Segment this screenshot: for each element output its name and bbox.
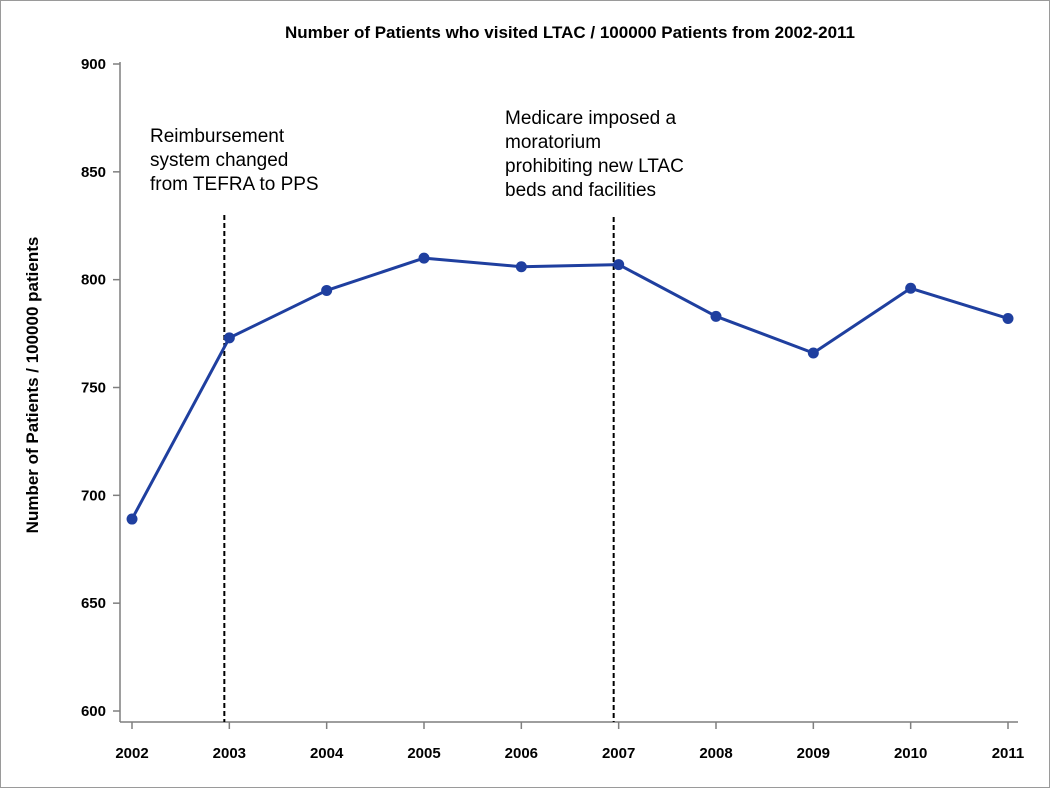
data-series bbox=[126, 252, 1014, 525]
annotation-line: from TEFRA to PPS bbox=[150, 174, 319, 195]
series-line bbox=[130, 256, 1009, 520]
x-tick-label: 2003 bbox=[213, 745, 246, 762]
y-tick-label: 900 bbox=[81, 56, 106, 73]
y-tick-label: 650 bbox=[81, 595, 106, 612]
data-point bbox=[710, 310, 722, 322]
y-tick-label: 800 bbox=[81, 272, 106, 289]
y-tick-label: 850 bbox=[81, 164, 106, 181]
x-tick-label: 2005 bbox=[407, 745, 440, 762]
data-point bbox=[418, 252, 430, 264]
annotation-line: beds and facilities bbox=[505, 180, 656, 201]
annotation: Reimbursement system changed from TEFRA to… bbox=[150, 126, 319, 195]
x-tick-label: 2007 bbox=[602, 745, 635, 762]
annotation-line: prohibiting new LTAC bbox=[505, 156, 684, 177]
axes: 600 650 700 750 800 850 900 2002 2003 2004 2005 200… bbox=[81, 56, 1024, 762]
data-point bbox=[321, 284, 333, 296]
x-tick-label: 2009 bbox=[797, 745, 830, 762]
x-tick-label: 2006 bbox=[505, 745, 538, 762]
annotation: Medicare imposed a moratorium prohibiting … bbox=[505, 108, 684, 201]
y-tick-label: 600 bbox=[81, 703, 106, 720]
y-tick-label: 700 bbox=[81, 487, 106, 504]
data-point bbox=[807, 347, 819, 359]
x-tick-label: 2008 bbox=[699, 745, 732, 762]
annotation-line: Medicare imposed a bbox=[505, 108, 677, 129]
data-point bbox=[905, 282, 917, 294]
x-tick-label: 2010 bbox=[894, 745, 927, 762]
data-point bbox=[613, 259, 625, 271]
y-axis-label: Number of Patients / 100000 patients bbox=[23, 237, 42, 534]
chart-title: Number of Patients who visited LTAC / 10… bbox=[285, 23, 855, 42]
data-point bbox=[223, 332, 235, 344]
reference-lines bbox=[223, 215, 615, 722]
x-tick-label: 2011 bbox=[992, 745, 1025, 762]
annotation-line: moratorium bbox=[505, 132, 601, 153]
x-tick-label: 2004 bbox=[310, 745, 344, 762]
x-tick-label: 2002 bbox=[115, 745, 148, 762]
y-tick-label: 750 bbox=[81, 380, 106, 397]
data-point bbox=[126, 513, 138, 525]
data-point bbox=[515, 261, 527, 273]
annotation-line: Reimbursement bbox=[150, 126, 285, 147]
annotations: Reimbursement system changed from TEFRA to… bbox=[150, 108, 684, 201]
annotation-line: system changed bbox=[150, 150, 288, 171]
data-point bbox=[1002, 312, 1014, 324]
